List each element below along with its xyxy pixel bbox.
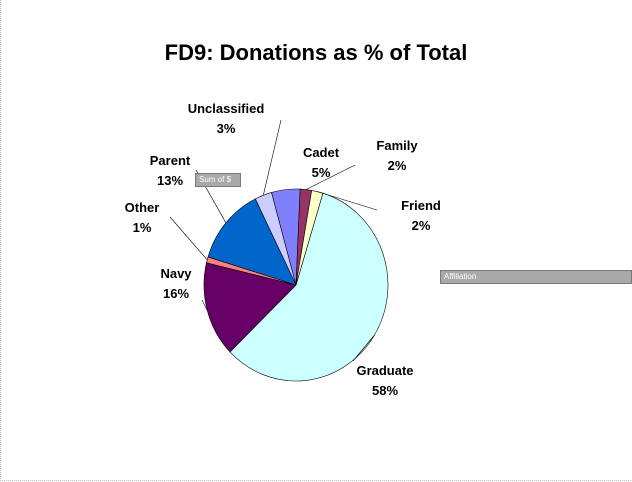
data-label-cadet: Cadet 5% — [303, 145, 340, 180]
data-label-other: Other 1% — [125, 200, 160, 235]
leader-line-graduate — [352, 334, 375, 362]
data-label-navy: Navy 16% — [160, 266, 192, 301]
data-label-graduate: Graduate 58% — [356, 363, 413, 398]
data-label-parent: Parent 13% — [150, 153, 191, 188]
leader-line-unclassified — [263, 119, 282, 196]
leader-line-friend — [317, 191, 378, 211]
leader-line-navy — [201, 299, 208, 311]
data-label-friend: Friend 2% — [401, 198, 441, 233]
leader-line-other — [169, 216, 208, 260]
data-field-button[interactable]: Sum of $ — [195, 173, 241, 187]
data-label-unclassified: Unclassified 3% — [188, 101, 265, 136]
chart-title: FD9: Donations as % of Total — [164, 40, 468, 65]
data-label-family: Family 2% — [376, 138, 418, 173]
leader-line-family — [305, 164, 356, 190]
category-field-button[interactable]: Affiliation — [440, 270, 632, 284]
